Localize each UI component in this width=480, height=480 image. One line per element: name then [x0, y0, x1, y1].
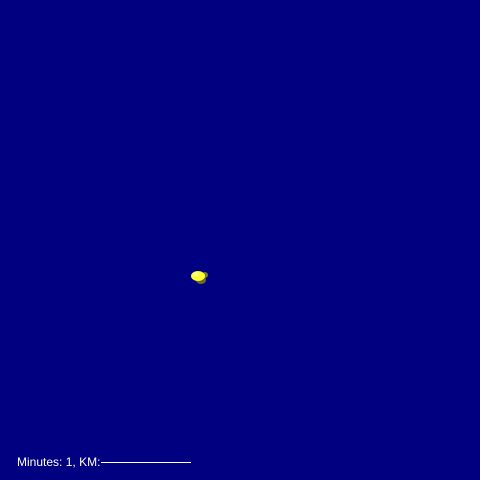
km-scale-bar — [101, 461, 192, 463]
yellow-blob — [191, 271, 208, 284]
blob-body — [191, 271, 205, 281]
minutes-value: 1 — [65, 455, 73, 469]
status-bar: Minutes: 1 , KM: — [17, 454, 192, 470]
minutes-label: Minutes: — [17, 455, 63, 469]
blob-highlight — [193, 272, 199, 276]
km-label: KM: — [79, 455, 101, 469]
